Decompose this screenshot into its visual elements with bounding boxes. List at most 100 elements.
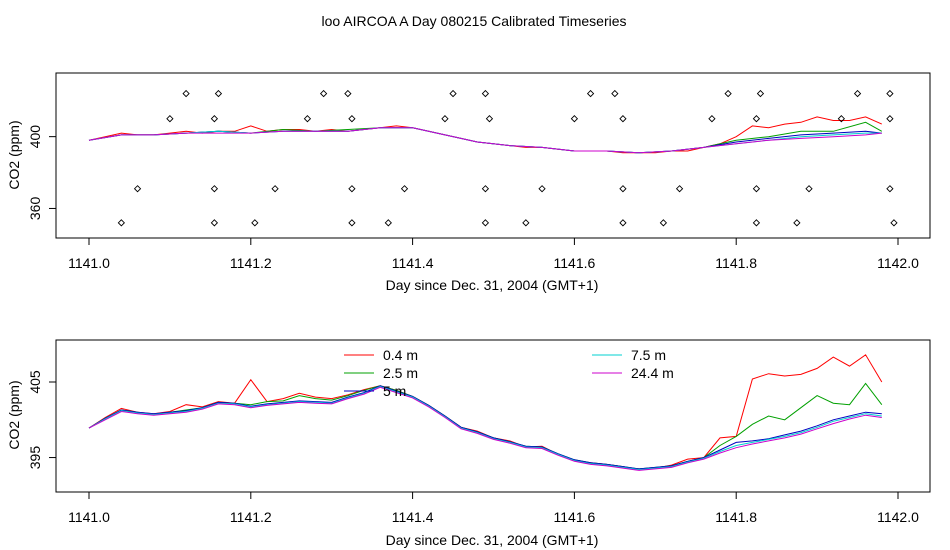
legend-label: 5 m [383, 383, 406, 399]
legend-label: 7.5 m [631, 347, 666, 363]
legend-item-5-m: 5 m [344, 383, 406, 399]
data-point-marker [538, 185, 546, 193]
x-tick-label: 1141.8 [715, 255, 757, 271]
data-point-marker [611, 89, 619, 98]
x-tick-label: 1142.0 [877, 255, 919, 271]
series-line-24-4-m [88, 127, 882, 154]
data-point-marker [481, 219, 490, 227]
y-ticks-top: 360 400 [27, 125, 56, 220]
series-line-2-5-m [88, 382, 883, 470]
series-line-5-m [88, 385, 882, 470]
x-tick-label: 1141.4 [392, 509, 434, 525]
series-line-7-5-m [88, 127, 882, 154]
data-point-marker [619, 219, 627, 227]
series-line-0-4-m [88, 116, 883, 154]
y-tick-label: 400 [27, 125, 43, 149]
data-point-marker [752, 115, 761, 123]
x-tick-label: 1141.2 [230, 509, 272, 525]
data-point-marker [182, 89, 190, 98]
data-point-marker [752, 185, 761, 193]
data-point-marker [485, 115, 494, 123]
series-bottom [88, 354, 883, 471]
series-line-24-4-m [88, 386, 882, 471]
data-point-marker [724, 89, 732, 98]
figure-title: loo AIRCOA A Day 080215 Calibrated Times… [321, 13, 626, 29]
panel-bottom: Day since Dec. 31, 2004 (GMT+1) CO2 (ppm… [6, 339, 931, 548]
data-point-marker [570, 115, 579, 123]
data-point-marker [210, 219, 219, 227]
x-tick-label: 1141.0 [68, 255, 110, 271]
data-point-marker [481, 89, 490, 98]
data-point-marker [837, 115, 846, 123]
legend-item-7-5-m: 7.5 m [592, 347, 666, 363]
data-point-marker [756, 89, 765, 98]
data-point-marker [348, 185, 356, 193]
panel-top: Day since Dec. 31, 2004 (GMT+1) CO2 (ppm… [6, 72, 931, 293]
legend-item-2-5-m: 2.5 m [344, 365, 418, 381]
data-point-marker [793, 219, 801, 227]
y-axis-label-bottom: CO2 (ppm) [6, 380, 22, 449]
x-ticks-top: 1141.0 1141.2 1141.4 1141.6 1141.8 1142.0 [68, 238, 919, 271]
data-point-marker [619, 115, 627, 123]
x-tick-label: 1141.4 [392, 255, 434, 271]
data-point-marker [210, 185, 219, 193]
data-point-marker [319, 89, 328, 98]
data-point-marker [117, 219, 125, 227]
x-tick-label: 1142.0 [877, 509, 919, 525]
data-point-marker [586, 89, 595, 98]
plot-frame-top [55, 72, 931, 239]
data-point-marker [303, 115, 312, 123]
y-axis-label-top: CO2 (ppm) [6, 120, 22, 189]
data-point-marker [853, 89, 862, 98]
x-axis-label-top: Day since Dec. 31, 2004 (GMT+1) [386, 277, 599, 293]
x-tick-label: 1141.2 [230, 255, 272, 271]
y-tick-label: 395 [27, 446, 43, 470]
data-point-marker [348, 219, 356, 227]
x-tick-label: 1141.6 [554, 255, 596, 271]
series-line-0-4-m [88, 354, 883, 471]
data-point-marker [348, 115, 356, 123]
data-point-marker [659, 219, 668, 227]
data-point-marker [708, 115, 716, 123]
data-point-marker [805, 185, 813, 193]
data-point-marker [214, 89, 223, 98]
legend-label: 24.4 m [631, 365, 674, 381]
data-point-marker [449, 89, 457, 98]
y-ticks-bottom: 395 405 [27, 370, 56, 469]
legend: 0.4 m 2.5 m 5 m 7.5 m 24.4 m [344, 347, 674, 399]
data-point-marker [271, 185, 279, 193]
data-point-marker [481, 185, 490, 193]
data-point-marker [441, 115, 449, 123]
data-point-marker [890, 219, 898, 227]
legend-label: 2.5 m [383, 365, 418, 381]
data-point-marker [251, 219, 259, 227]
x-ticks-bottom: 1141.0 1141.2 1141.4 1141.6 1141.8 1142.0 [68, 492, 919, 525]
data-point-marker [619, 185, 627, 193]
data-point-marker [675, 185, 684, 193]
y-tick-label: 360 [27, 197, 43, 221]
x-tick-label: 1141.6 [554, 509, 596, 525]
data-point-marker [886, 115, 894, 123]
data-point-marker [344, 89, 352, 98]
data-point-marker [886, 89, 894, 98]
data-point-marker [166, 115, 174, 123]
x-tick-label: 1141.8 [715, 509, 757, 525]
data-point-marker [400, 185, 409, 193]
markers-top [117, 89, 898, 227]
x-axis-label-bottom: Day since Dec. 31, 2004 (GMT+1) [386, 532, 599, 548]
legend-label: 0.4 m [383, 347, 418, 363]
data-point-marker [210, 115, 219, 123]
series-line-7-5-m [88, 385, 882, 471]
legend-item-24-4-m: 24.4 m [592, 365, 674, 381]
data-point-marker [384, 219, 392, 227]
legend-item-0-4-m: 0.4 m [344, 347, 418, 363]
x-tick-label: 1141.0 [68, 509, 110, 525]
data-point-marker [886, 185, 894, 193]
y-tick-label: 405 [27, 370, 43, 394]
data-point-marker [133, 185, 142, 193]
series-top [88, 116, 883, 154]
data-point-marker [522, 219, 530, 227]
plot-frame-bottom [55, 339, 931, 493]
data-point-marker [752, 219, 761, 227]
